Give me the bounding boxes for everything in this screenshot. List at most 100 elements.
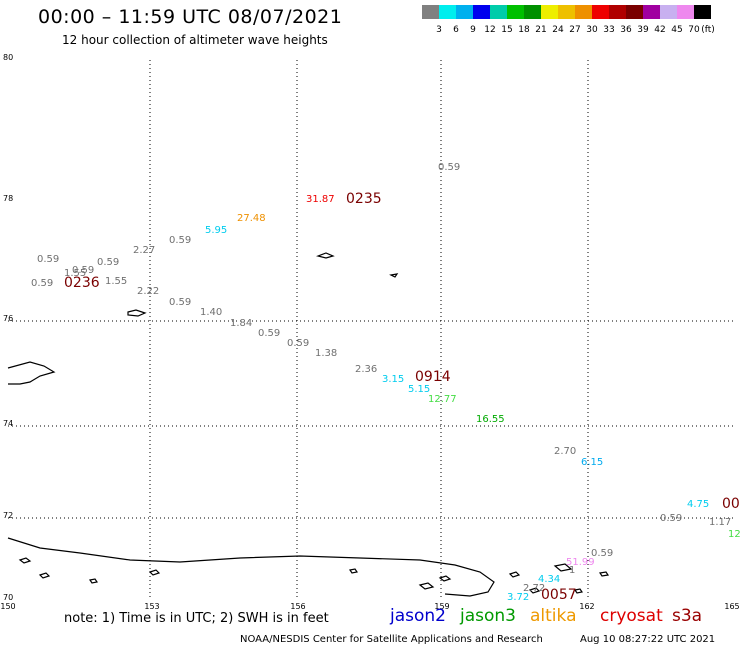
wave-height-value: 5.15 [408,384,430,395]
legend-tick-label: 24 [552,25,564,35]
satellite-legend-item: jason3 [460,606,516,626]
legend-swatch [456,5,473,19]
wave-height-value: 4.34 [538,574,560,585]
longitude-label: 153 [144,602,159,611]
legend-tick-label: 3 [436,25,442,35]
observation-time: 00 [722,496,740,512]
wave-height-value: 1.17 [709,517,731,528]
wave-height-value: 1.40 [200,307,222,318]
legend-swatch [660,5,677,19]
satellite-legend-item: cryosat [600,606,663,626]
wave-height-value: 0.59 [97,257,119,268]
map-title: 00:00 – 11:59 UTC 08/07/2021 [38,6,343,28]
latitude-label: 78 [3,194,13,203]
observation-time: 0236 [64,275,100,291]
legend-tick-label: 9 [470,25,476,35]
wave-height-value: 0.59 [169,235,191,246]
legend-swatch [558,5,575,19]
wave-height-value: 51.99 [566,557,595,568]
legend-swatch [490,5,507,19]
wave-height-value: 12 [728,529,740,540]
observation-time: 0914 [415,369,451,385]
legend-tick-label: 70 [688,25,700,35]
wave-height-value: 2.36 [355,364,377,375]
map-subtitle: 12 hour collection of altimeter wave hei… [62,33,328,47]
legend-swatch [524,5,541,19]
observation-time: 0057 [541,587,577,603]
wave-height-value: 0.59 [660,513,682,524]
legend-unit-label: (ft) [701,25,715,35]
legend-swatch [575,5,592,19]
wave-height-value: 0.59 [258,328,280,339]
wave-height-value: 1.38 [315,348,337,359]
legend-tick-label: 36 [620,25,632,35]
wave-height-value: 5.95 [205,225,227,236]
legend-swatch [643,5,660,19]
legend-swatch [507,5,524,19]
satellite-legend-item: altika [530,606,577,626]
wave-height-value: 3.15 [382,374,404,385]
credit-text: NOAA/NESDIS Center for Satellite Applica… [240,634,543,645]
legend-swatch [694,5,711,19]
legend-tick-label: 15 [501,25,512,35]
longitude-label: 165 [724,602,739,611]
wave-height-value: 0.59 [72,265,94,276]
legend-swatch [626,5,643,19]
legend-tick-label: 27 [569,25,580,35]
legend-swatch [541,5,558,19]
wave-height-value: 2.22 [137,286,159,297]
color-legend: 3 6 9 12 15 18 21 24 27 30 33 36 39 42 45 70 (ft) [422,5,715,35]
latitude-label: 80 [3,53,13,62]
wave-height-value: 1.84 [230,318,252,329]
wave-height-value: 16.55 [476,414,505,425]
legend-swatch [422,5,439,19]
legend-swatch [609,5,626,19]
satellite-legend-item: jason2 [390,606,446,626]
wave-height-value: 3.72 [507,592,529,603]
satellite-legend-item: s3a [672,606,703,626]
legend-tick-label: 18 [518,25,530,35]
legend-tick-label: 45 [671,25,682,35]
wave-height-value: 4.75 [687,499,709,510]
legend-tick-label: 39 [637,25,649,35]
wave-height-value: 1.55 [64,268,86,279]
longitude-label: 159 [434,602,449,611]
legend-swatch [439,5,456,19]
observation-time: 0235 [346,191,382,207]
wave-height-value: 6.15 [581,457,603,468]
legend-tick-label: 33 [603,25,614,35]
legend-swatch [677,5,694,19]
wave-height-value: 0.59 [37,254,59,265]
wave-height-value: 27.48 [237,213,266,224]
longitude-label: 156 [290,602,305,611]
wave-height-value: 0.59 [591,548,613,559]
latitude-labels: 80 78 76 74 72 70 [3,53,13,602]
coastline [7,252,610,597]
wave-height-value: 0.59 [31,278,53,289]
legend-swatch [592,5,609,19]
grid-lines [8,60,734,597]
longitude-labels: 150 153 156 159 162 165 [0,602,739,611]
wave-height-value: 0.59 [169,297,191,308]
latitude-label: 72 [3,511,13,520]
longitude-label: 162 [579,602,594,611]
legend-tick-label: 30 [586,25,598,35]
wave-height-value: 2.70 [554,446,576,457]
generation-timestamp: Aug 10 08:27:22 UTC 2021 [580,634,716,645]
units-note: note: 1) Time is in UTC; 2) SWH is in fe… [64,611,329,626]
legend-swatch [473,5,490,19]
wave-height-value: 0.59 [438,162,460,173]
latitude-label: 70 [3,593,13,602]
wave-height-value: 0.59 [287,338,309,349]
wave-height-value: 1.55 [105,276,127,287]
latitude-label: 74 [3,419,13,428]
legend-tick-label: 12 [484,25,495,35]
legend-tick-label: 42 [654,25,665,35]
wave-height-value: 31.87 [306,194,335,205]
legend-tick-label: 6 [453,25,459,35]
wave-height-value: 12.77 [428,394,457,405]
latitude-label: 76 [3,314,13,323]
wave-height-value: 1 [569,565,575,576]
